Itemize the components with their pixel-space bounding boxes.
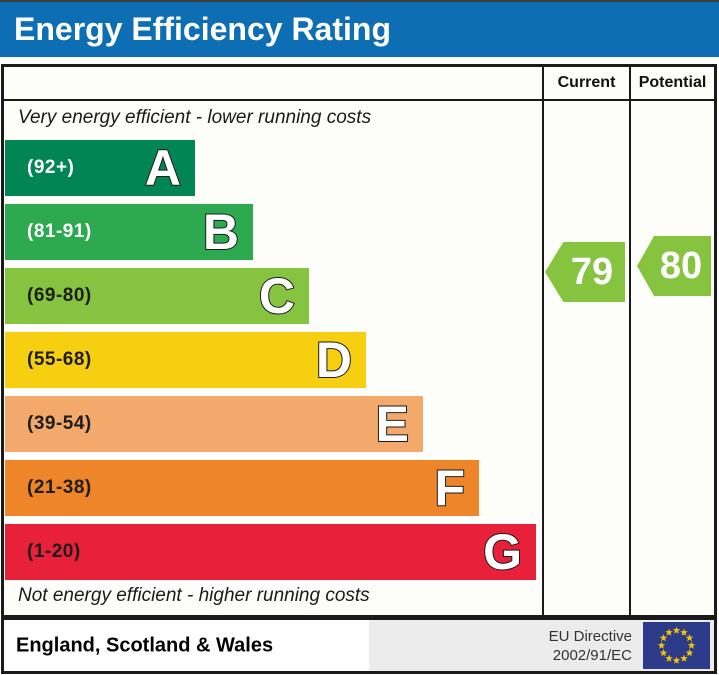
potential-rating-arrow: 80: [637, 236, 711, 296]
band-a-letter: A: [144, 140, 182, 196]
band-b: (81-91) B: [5, 204, 253, 260]
band-b-letter: B: [202, 204, 240, 260]
band-d-letter: D: [315, 332, 353, 388]
header-row-divider: [4, 99, 714, 101]
current-rating-arrow: 79: [545, 242, 625, 302]
top-edge-line: [0, 0, 719, 2]
eu-directive-label: EU Directive 2002/91/EC: [549, 627, 632, 665]
band-c: (69-80) C: [5, 268, 309, 324]
potential-rating-value: 80: [659, 244, 703, 287]
rating-table: Current Potential Very energy efficient …: [1, 64, 717, 618]
band-f-range: (21-38): [27, 477, 92, 498]
column-header-current: Current: [557, 74, 616, 91]
band-f-letter: F: [433, 460, 466, 516]
band-g-letter: G: [482, 524, 523, 580]
note-not-efficient: Not energy efficient - higher running co…: [18, 585, 370, 606]
title-bar: Energy Efficiency Rating: [0, 2, 719, 57]
band-e-range: (39-54): [27, 413, 92, 434]
column-header-potential: Potential: [638, 74, 707, 91]
band-c-range: (69-80): [27, 285, 92, 306]
current-column-divider: [542, 67, 544, 615]
region-label: England, Scotland & Wales: [16, 634, 274, 656]
potential-column-divider: [629, 67, 631, 615]
eu-directive-line1: EU Directive: [548, 627, 632, 645]
band-a: (92+) A: [5, 140, 195, 196]
current-rating-value: 79: [570, 250, 614, 293]
band-d: (55-68) D: [5, 332, 366, 388]
eu-flag-icon: [643, 622, 710, 669]
band-c-letter: C: [258, 268, 296, 324]
band-g: (1-20) G: [5, 524, 536, 580]
footer: England, Scotland & Wales EU Directive 2…: [1, 617, 717, 674]
band-e: (39-54) E: [5, 396, 423, 452]
band-d-range: (55-68): [27, 349, 92, 370]
band-f: (21-38) F: [5, 460, 479, 516]
eu-directive-line2: 2002/91/EC: [552, 646, 632, 664]
page-title: Energy Efficiency Rating: [14, 11, 391, 47]
note-very-efficient: Very energy efficient - lower running co…: [18, 107, 372, 128]
band-e-letter: E: [375, 396, 410, 452]
band-a-range: (92+): [27, 157, 75, 178]
band-g-range: (1-20): [27, 541, 81, 562]
band-b-range: (81-91): [27, 221, 92, 242]
